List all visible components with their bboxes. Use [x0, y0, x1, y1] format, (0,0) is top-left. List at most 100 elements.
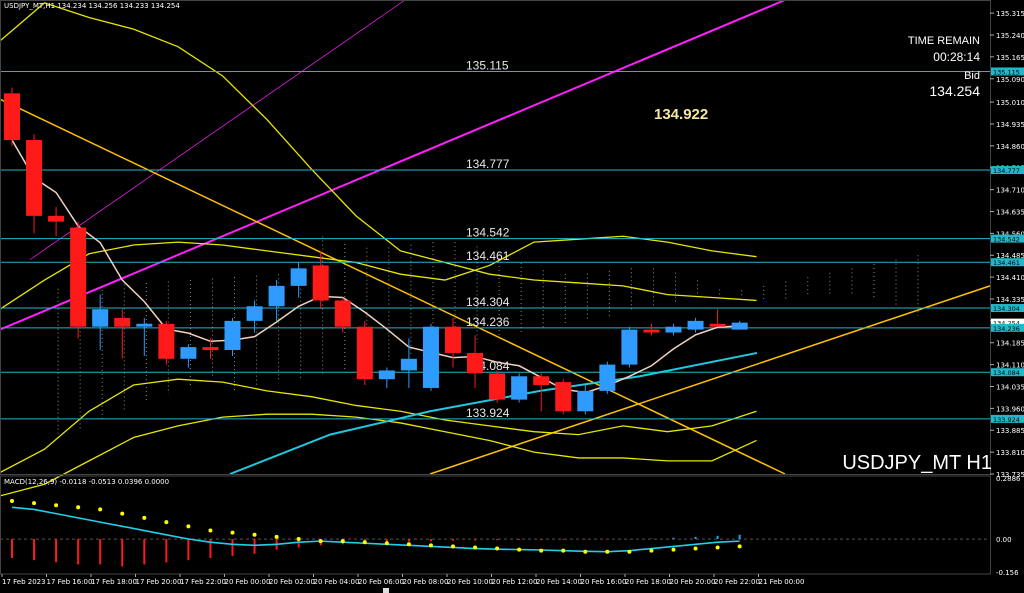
candle-body: [180, 347, 197, 359]
macd-axis-label: 0.00: [996, 536, 1012, 544]
x-tick-label: 17 Feb 2023: [2, 578, 46, 586]
candle-body: [400, 358, 417, 371]
macd-signal-dot: [120, 511, 125, 516]
price-tag: [991, 414, 1024, 423]
candle-body: [511, 376, 528, 400]
candle-body: [202, 347, 219, 351]
macd-signal-dot: [561, 548, 566, 553]
macd-signal-dot: [208, 528, 213, 533]
macd-signal-dot: [340, 539, 345, 544]
macd-signal-dot: [296, 537, 301, 542]
price-tag: [991, 323, 1024, 332]
price-tag: [991, 318, 1024, 327]
candle-body: [422, 326, 439, 388]
candle-body: [687, 320, 704, 330]
macd-signal-dot: [715, 545, 720, 550]
candle-body: [114, 317, 131, 327]
x-tick-label: 20 Feb 16:00: [581, 578, 627, 586]
y-tick-label: 134.560: [996, 230, 1024, 238]
candle-body: [26, 140, 43, 216]
price-tag-label: 134.461: [993, 259, 1020, 267]
y-tick-label: 134.710: [996, 187, 1024, 195]
y-tick-label: 134.860: [996, 143, 1024, 151]
candle-body: [555, 382, 572, 412]
price-level-label: 134.461: [466, 249, 510, 263]
macd-signal-dot: [406, 542, 411, 547]
price-tag-label: 135.115: [993, 68, 1020, 76]
price-level-label: 134.542: [466, 226, 510, 240]
x-tick-label: 20 Feb 04:00: [314, 578, 360, 586]
y-tick-label: 134.935: [996, 121, 1024, 129]
candle-body: [445, 326, 461, 353]
candle-body: [312, 265, 329, 301]
macd-axis-label: -0.156: [996, 569, 1019, 577]
macd-signal-dot: [693, 546, 698, 551]
macd-signal-dot: [473, 545, 478, 550]
macd-signal-dot: [76, 505, 81, 510]
macd-signal-dot: [318, 539, 323, 544]
y-tick-label: 135.240: [996, 32, 1024, 40]
candle-body: [136, 323, 153, 327]
y-tick-label: 134.635: [996, 208, 1024, 216]
price-tag-label: 134.304: [993, 305, 1020, 313]
x-tick-label: 20 Feb 12:00: [492, 578, 538, 586]
macd-signal-dot: [274, 534, 279, 539]
price-tag: [991, 234, 1024, 243]
candle-body: [709, 323, 726, 327]
envelope-band-line: [0, 413, 757, 497]
candle-body: [467, 352, 484, 374]
macd-signal-dot: [362, 540, 367, 545]
macd-signal-dot: [671, 547, 676, 552]
macd-signal-dot: [517, 547, 522, 552]
macd-signal-dot: [252, 532, 257, 537]
y-tick-label: 133.735: [996, 471, 1024, 479]
y-tick-label: 134.485: [996, 252, 1024, 260]
x-tick-label: 20 Feb 20:00: [670, 578, 716, 586]
price-level-label: 134.304: [466, 295, 510, 309]
y-tick-label: 135.090: [996, 76, 1024, 84]
macd-signal-dot: [428, 543, 433, 548]
macd-axis-label: 0.2886: [996, 475, 1021, 483]
y-tick-label: 134.110: [996, 362, 1024, 370]
candle-body: [92, 309, 109, 327]
macd-signal-dot: [384, 541, 389, 546]
y-tick-label: 135.165: [996, 54, 1024, 62]
macd-signal-dot: [54, 503, 59, 508]
y-tick-label: 134.185: [996, 340, 1024, 348]
price-level-label: 134.236: [466, 315, 510, 329]
candle-body: [577, 390, 594, 412]
candle-body: [334, 300, 351, 327]
magenta-channel-line: [29, 0, 406, 260]
bid-label: Bid: [964, 70, 980, 82]
price-tag: [991, 166, 1024, 175]
price-tag: [991, 67, 1024, 76]
macd-main-line: [11, 506, 740, 553]
x-tick-label: 17 Feb 22:00: [180, 578, 226, 586]
macd-signal-dot: [98, 507, 103, 512]
y-tick-label: 134.035: [996, 383, 1024, 391]
price-tag-label: 133.924: [993, 416, 1020, 424]
gold-up-trend-line: [429, 285, 991, 475]
price-tag: [991, 368, 1024, 377]
x-tick-label: 20 Feb 22:00: [714, 578, 760, 586]
time-remain-value: 00:28:14: [933, 50, 980, 64]
candle-body: [533, 376, 550, 386]
macd-title: MACD(12,26,9) -0.0118 -0.0513 0.0396 0.0…: [4, 478, 170, 486]
price-tag: [991, 304, 1024, 313]
y-tick-label: 135.010: [996, 99, 1024, 107]
x-tick-label: 17 Feb 16:00: [47, 578, 93, 586]
envelope-band-line: [0, 235, 757, 310]
macd-signal-dot: [627, 549, 632, 554]
symbol-ohlc-title: USDJPY_MT,H1 134.234 134.256 134.233 134…: [4, 2, 180, 10]
magenta-trend-line: [0, 0, 786, 331]
candle-body: [599, 364, 616, 391]
y-tick-label: 133.810: [996, 449, 1024, 457]
price-pane: 135.115 134.777 134.542 134.461 134.304 134.2…: [0, 0, 991, 497]
candle-body: [356, 326, 373, 380]
macd-signal-dot: [451, 544, 455, 549]
candle-body: [4, 93, 20, 141]
symbol-timeframe-label: USDJPY_MT H1: [842, 452, 992, 474]
y-tick-label: 134.410: [996, 274, 1024, 282]
macd-pane-border: [0, 475, 991, 575]
y-tick-label: 135.315: [996, 10, 1024, 18]
